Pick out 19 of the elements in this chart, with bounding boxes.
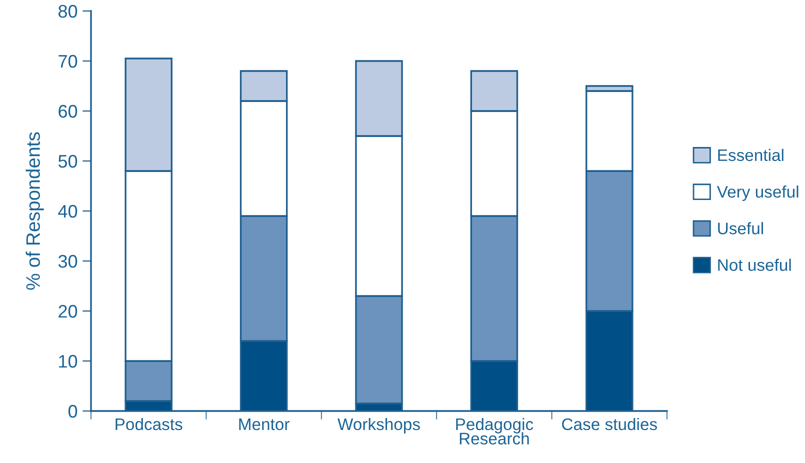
x-tick-label: Pedagogic Research bbox=[456, 418, 534, 445]
legend-label: Not useful bbox=[718, 258, 791, 271]
x-tick-label: Podcasts bbox=[116, 418, 182, 430]
y-tick-label: 30 bbox=[58, 254, 78, 268]
legend-label: Very useful bbox=[716, 185, 798, 201]
legend-label: Essential bbox=[718, 148, 784, 162]
x-tick-label: Case studies bbox=[562, 418, 657, 430]
y-tick-label: 70 bbox=[58, 54, 78, 68]
y-tick-label: 20 bbox=[58, 304, 78, 318]
y-tick-label: 40 bbox=[58, 204, 78, 218]
x-tick-label: Workshops bbox=[338, 418, 420, 434]
y-tick-label: 50 bbox=[58, 154, 78, 168]
x-tick-label: Mentor bbox=[239, 418, 290, 430]
y-tick-label: 60 bbox=[58, 104, 78, 118]
y-tick-label: 0 bbox=[68, 404, 78, 418]
y-axis-title: % of Respondents bbox=[26, 132, 44, 290]
legend-label: Useful bbox=[718, 222, 763, 234]
y-tick-label: 80 bbox=[58, 4, 78, 18]
y-tick-label: 10 bbox=[59, 354, 78, 368]
